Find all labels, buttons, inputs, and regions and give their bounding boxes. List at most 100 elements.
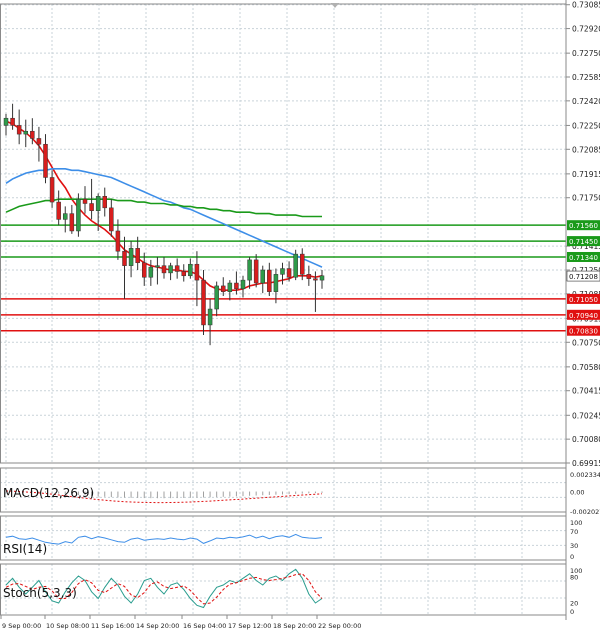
bull-candle[interactable]: [207, 308, 213, 326]
price-tick-label: 0.71415: [572, 242, 600, 251]
bull-candle[interactable]: [319, 275, 325, 281]
bull-candle[interactable]: [23, 130, 28, 135]
support-level-label-bg: [567, 293, 600, 304]
bear-candle[interactable]: [115, 230, 121, 252]
macd-signal-line: [5, 490, 323, 504]
bear-candle[interactable]: [122, 250, 127, 266]
bull-candle[interactable]: [128, 248, 134, 266]
time-tick-label: 11 Sep 16:00: [91, 622, 134, 630]
price-tick-label: 0.73085: [572, 1, 600, 10]
bear-candle[interactable]: [82, 198, 88, 204]
support-level-label-bg: [567, 325, 600, 336]
price-tick-label: 0.72420: [572, 97, 600, 106]
bull-candle[interactable]: [155, 265, 160, 268]
current-price-label: 0.71208: [569, 273, 598, 281]
bull-candle[interactable]: [168, 265, 173, 274]
bear-candle[interactable]: [109, 207, 114, 232]
bear-candle[interactable]: [36, 138, 42, 145]
price-tick-label: 0.70245: [572, 411, 600, 420]
bull-candle[interactable]: [148, 266, 154, 278]
indicator-tick-label: 70: [570, 528, 578, 536]
price-tick-label: 0.69915: [572, 459, 600, 468]
grid-layer: [0, 4, 566, 615]
bear-candle[interactable]: [56, 201, 61, 220]
bull-candle[interactable]: [280, 268, 285, 275]
time-tick-label: 10 Sep 08:00: [46, 622, 89, 630]
current-price-frame: [566, 270, 600, 282]
bull-candle[interactable]: [76, 198, 81, 232]
resistance-level-label-bg: [567, 251, 600, 262]
bull-candle[interactable]: [227, 282, 233, 292]
indicator-tick-label: 0: [570, 553, 574, 561]
bear-candle[interactable]: [267, 269, 272, 292]
bear-candle[interactable]: [181, 271, 186, 277]
price-tick-label: 0.72085: [572, 145, 600, 154]
indicator-name-label: Stoch(5,3,3): [3, 586, 77, 600]
price-tick-label: 0.70415: [572, 387, 600, 396]
bull-candle[interactable]: [95, 196, 101, 211]
bear-candle[interactable]: [10, 117, 15, 126]
time-tick-label: 22 Sep 00:00: [318, 622, 361, 630]
indicator-tick-label: 0.00: [570, 489, 584, 497]
bull-candle[interactable]: [214, 285, 219, 310]
resistance-level-label-bg: [567, 236, 600, 247]
bear-candle[interactable]: [300, 253, 305, 275]
bull-candle[interactable]: [188, 263, 193, 277]
bear-candle[interactable]: [313, 278, 318, 281]
indicator-tick-label: 0: [570, 608, 574, 616]
bear-candle[interactable]: [201, 279, 206, 326]
resistance-level-label: 0.71560: [569, 222, 598, 230]
bull-candle[interactable]: [63, 213, 68, 220]
bull-candle[interactable]: [247, 259, 252, 281]
moving-average-line: [5, 168, 323, 268]
indicator-tick-label: 30: [570, 542, 578, 550]
indicator-panes-layer: [5, 490, 323, 609]
resistance-level-label-bg: [567, 220, 600, 231]
price-tick-label: 0.71915: [572, 170, 600, 179]
time-tick-label: 18 Sep 20:00: [273, 622, 316, 630]
bear-candle[interactable]: [306, 274, 312, 279]
support-level-label: 0.71050: [569, 296, 598, 304]
indicator-tick-label: 80: [570, 574, 578, 582]
candles-layer: [3, 103, 325, 346]
price-tick-label: 0.70580: [572, 363, 600, 372]
stoch-d-line: [5, 573, 323, 605]
bull-candle[interactable]: [293, 253, 298, 278]
bear-candle[interactable]: [234, 282, 239, 290]
time-axis: 9 Sep 00:00 10 Sep 08:00 11 Sep 16:00 14 Se…: [0, 615, 361, 630]
bear-candle[interactable]: [135, 248, 140, 264]
bear-candle[interactable]: [69, 213, 75, 232]
indicator-tick-label: 100: [570, 567, 582, 575]
price-tick-label: 0.72585: [572, 73, 600, 82]
price-tick-label: 0.70750: [572, 338, 600, 347]
bear-candle[interactable]: [194, 263, 200, 281]
bear-candle[interactable]: [174, 265, 180, 272]
price-tick-label: 0.72920: [572, 25, 600, 34]
bear-candle[interactable]: [30, 130, 35, 139]
bear-candle[interactable]: [221, 285, 226, 292]
bull-candle[interactable]: [240, 279, 246, 290]
bear-candle[interactable]: [16, 125, 22, 135]
support-resistance-layer: [0, 224, 566, 332]
bear-candle[interactable]: [43, 143, 48, 178]
support-level-label: 0.70940: [569, 312, 598, 320]
bull-candle[interactable]: [3, 117, 9, 126]
bull-candle[interactable]: [273, 274, 279, 292]
price-tick-label: 0.72250: [572, 121, 600, 130]
bear-candle[interactable]: [253, 259, 259, 284]
bear-candle[interactable]: [89, 203, 94, 211]
bear-candle[interactable]: [102, 196, 107, 209]
bear-candle[interactable]: [49, 177, 55, 203]
bear-candle[interactable]: [142, 262, 147, 278]
scroll-marker-icon: [331, 3, 339, 8]
bull-candle[interactable]: [260, 269, 265, 284]
bear-candle[interactable]: [286, 268, 292, 278]
indicator-tick-label: 100: [570, 519, 582, 527]
price-tick-label: 0.72750: [572, 49, 600, 58]
time-tick-label: 16 Sep 04:00: [183, 622, 226, 630]
time-tick-label: 17 Sep 12:00: [228, 622, 271, 630]
bear-candle[interactable]: [161, 265, 167, 274]
current-price-label-bg: [567, 271, 600, 282]
